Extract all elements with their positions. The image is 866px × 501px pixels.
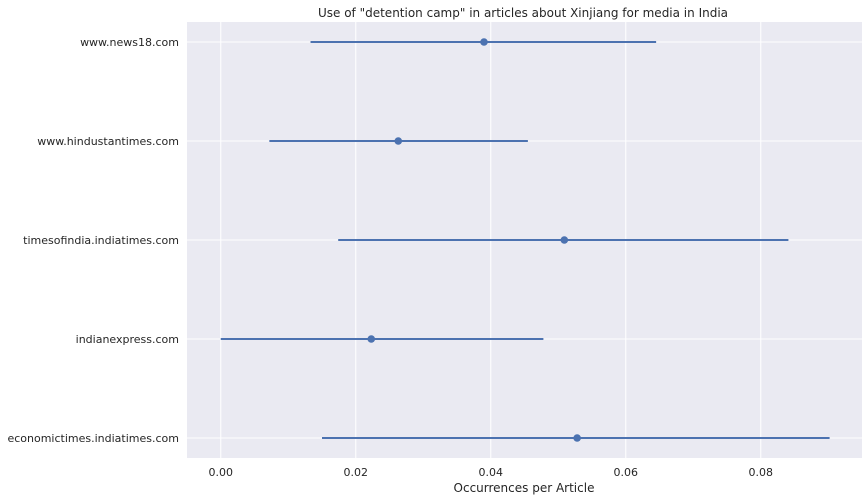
x-tick-label: 0.04	[479, 466, 504, 479]
y-tick-label: www.hindustantimes.com	[37, 135, 179, 148]
chart-title: Use of "detention camp" in articles abou…	[318, 6, 728, 20]
y-tick-label: indianexpress.com	[76, 333, 179, 346]
x-tick-label: 0.08	[749, 466, 774, 479]
x-tick-label: 0.00	[209, 466, 234, 479]
data-point	[560, 236, 569, 244]
y-tick-label: timesofindia.indiatimes.com	[23, 234, 179, 247]
x-axis-label: Occurrences per Article	[454, 481, 595, 495]
x-tick-label: 0.02	[344, 466, 369, 479]
y-tick-labels: www.news18.com www.hindustantimes.com time…	[7, 36, 179, 445]
data-point	[394, 137, 403, 145]
data-point	[573, 434, 581, 442]
x-tick-labels: 0.00 0.02 0.04 0.06 0.08	[209, 466, 774, 479]
data-point	[480, 38, 488, 46]
y-tick-label: www.news18.com	[80, 36, 179, 49]
data-point	[367, 335, 376, 343]
chart-marks	[220, 38, 830, 442]
y-tick-label: economictimes.indiatimes.com	[7, 432, 179, 445]
x-tick-label: 0.06	[614, 466, 639, 479]
